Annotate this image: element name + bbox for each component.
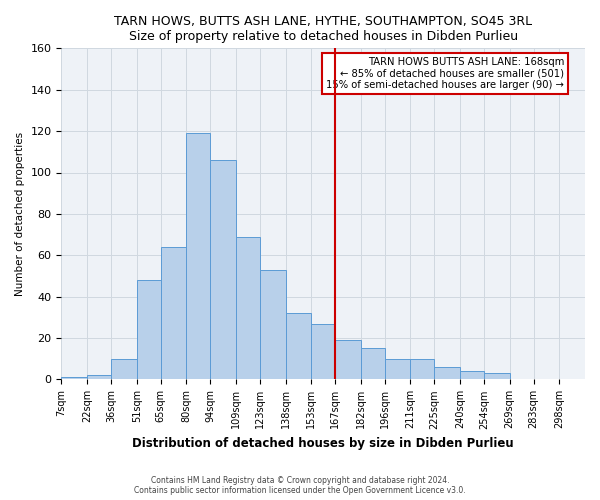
Bar <box>137 280 161 380</box>
X-axis label: Distribution of detached houses by size in Dibden Purlieu: Distribution of detached houses by size … <box>133 437 514 450</box>
Bar <box>161 247 187 380</box>
Bar <box>260 270 286 380</box>
Bar <box>335 340 361 380</box>
Title: TARN HOWS, BUTTS ASH LANE, HYTHE, SOUTHAMPTON, SO45 3RL
Size of property relativ: TARN HOWS, BUTTS ASH LANE, HYTHE, SOUTHA… <box>114 15 532 43</box>
Bar <box>484 373 510 380</box>
Bar <box>460 371 484 380</box>
Y-axis label: Number of detached properties: Number of detached properties <box>15 132 25 296</box>
Bar <box>187 133 210 380</box>
Bar <box>236 236 260 380</box>
Bar <box>87 376 111 380</box>
Bar <box>61 378 87 380</box>
Bar <box>361 348 385 380</box>
Bar <box>434 367 460 380</box>
Text: TARN HOWS BUTTS ASH LANE: 168sqm
← 85% of detached houses are smaller (501)
15% : TARN HOWS BUTTS ASH LANE: 168sqm ← 85% o… <box>326 56 564 90</box>
Bar <box>111 359 137 380</box>
Bar <box>311 324 335 380</box>
Bar <box>210 160 236 380</box>
Bar <box>410 359 434 380</box>
Text: Contains HM Land Registry data © Crown copyright and database right 2024.
Contai: Contains HM Land Registry data © Crown c… <box>134 476 466 495</box>
Bar <box>385 359 410 380</box>
Bar <box>286 313 311 380</box>
